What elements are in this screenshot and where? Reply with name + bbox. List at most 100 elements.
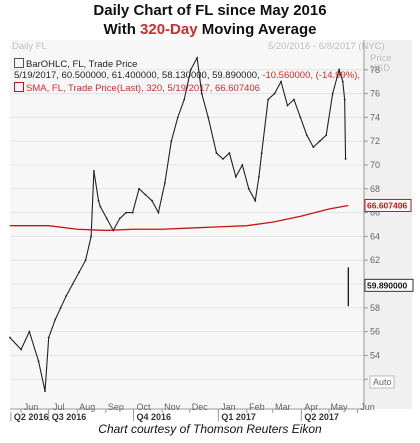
y-tick-label: 66: [370, 208, 380, 218]
price-point: [222, 158, 224, 160]
x-tick-label: Aug: [79, 402, 95, 412]
legend-ohlc-values: 5/19/2017, 60.500000, 61.400000, 58.1300…: [14, 70, 360, 81]
legend-ohlc[interactable]: BarOHLC, FL, Trade Price: [14, 58, 137, 70]
price-point: [99, 205, 102, 208]
price-point: [138, 187, 140, 190]
y-tick-label: 64: [370, 231, 380, 241]
price-point: [267, 98, 270, 101]
price-point: [90, 235, 93, 238]
y-tick-label: 58: [370, 303, 380, 313]
price-point: [318, 140, 321, 143]
last-price-tag: [364, 278, 414, 292]
y-tick-label: 76: [370, 89, 380, 99]
price-point: [118, 217, 121, 220]
price-point: [92, 170, 95, 172]
x-tick-label: Jan: [221, 402, 236, 412]
title-text-post: Moving Average: [197, 21, 317, 38]
y-tick-label: 70: [370, 160, 380, 170]
x-tick-label: Dec: [192, 402, 209, 412]
auto-button[interactable]: [369, 375, 395, 389]
price-point: [241, 164, 244, 166]
price-point: [215, 152, 218, 154]
price-point: [293, 98, 295, 101]
price-point: [37, 360, 40, 363]
price-point: [144, 193, 147, 196]
y-tick-label: 62: [370, 255, 380, 265]
price-point: [286, 104, 289, 107]
price-point: [176, 116, 179, 119]
price-point: [200, 92, 203, 95]
x-tick-label: Mar: [275, 402, 291, 412]
x-quarter-label: Q2 2017: [304, 412, 339, 422]
price-point: [54, 318, 57, 321]
price-point: [71, 283, 74, 285]
price-point: [228, 152, 231, 154]
price-point: [305, 134, 308, 137]
price-point: [299, 116, 302, 119]
x-quarter-label: Q2 2016: [14, 412, 49, 422]
price-label: Price: [370, 53, 392, 64]
x-tick-label: Sep: [108, 402, 124, 412]
price-point: [312, 146, 315, 149]
price-point: [151, 199, 153, 202]
price-point: [338, 68, 341, 71]
price-point: [157, 211, 160, 214]
x-tick-label: Feb: [249, 402, 265, 412]
price-point: [273, 92, 276, 95]
chart-header-name: Daily FL: [12, 41, 47, 52]
price-point: [196, 56, 199, 59]
y-tick-label: 56: [370, 327, 380, 337]
x-quarter-label: Q3 2016: [52, 412, 87, 422]
price-point: [28, 330, 31, 333]
price-point: [234, 175, 237, 178]
y-tick-label: 72: [370, 136, 380, 146]
x-tick-label: Jul: [53, 402, 65, 412]
price-point: [344, 158, 347, 160]
price-point: [59, 306, 62, 309]
legend-ohlc-name: BarOHLC, FL, Trade Price: [26, 59, 138, 70]
price-point: [65, 295, 68, 297]
sma-series-line: [10, 204, 349, 232]
price-point: [9, 336, 11, 339]
price-point: [280, 80, 282, 83]
price-point: [343, 98, 346, 101]
chart-caption: Chart courtesy of Thomson Reuters Eikon: [98, 422, 322, 436]
y-axis-strip[interactable]: [364, 40, 412, 409]
price-point: [125, 211, 128, 214]
legend-sma-text: SMA, FL, Trade Price(Last), 320, 5/19/20…: [26, 83, 260, 94]
x-tick-label: Apr: [304, 402, 318, 412]
legend-ohlc-value-text: 5/19/2017, 60.500000, 61.400000, 58.1300…: [14, 70, 260, 81]
x-tick-label: Jun: [24, 402, 39, 412]
ohlc-legend-icon: [14, 58, 24, 68]
price-point: [170, 140, 173, 143]
price-point: [247, 187, 250, 190]
x-quarter-label: Q4 2016: [137, 412, 172, 422]
plot-panel[interactable]: [10, 40, 364, 409]
y-tick-label: 68: [370, 184, 380, 194]
y-tick-label: 74: [370, 112, 380, 122]
price-point: [78, 271, 81, 274]
price-series-line: [9, 56, 347, 392]
price-point: [258, 175, 260, 178]
x-tick-label: Oct: [137, 402, 152, 412]
price-point: [189, 68, 192, 71]
chart-header-range: 5/20/2016 - 6/8/2017 (NYC): [268, 41, 385, 52]
price-point: [44, 390, 46, 393]
chart-title-line1: Daily Chart of FL since May 2016: [93, 2, 327, 19]
price-point: [254, 199, 257, 202]
price-point: [105, 217, 108, 220]
sma-value-tag-label: 66.607406: [367, 200, 407, 210]
price-point: [20, 348, 22, 351]
price-point: [260, 152, 263, 154]
price-point: [207, 116, 210, 119]
y-tick-label: 54: [370, 350, 380, 360]
title-text-pre: With: [103, 21, 141, 38]
legend-sma[interactable]: SMA, FL, Trade Price(Last), 320, 5/19/20…: [14, 82, 260, 94]
last-price-tag-label: 59.890000: [367, 280, 407, 290]
price-point: [47, 336, 50, 339]
legend-ohlc-change: -10.560000, (-14.99%),: [262, 70, 360, 81]
price-point: [84, 259, 87, 262]
x-tick-label: May: [330, 402, 348, 412]
price-point: [183, 98, 186, 101]
